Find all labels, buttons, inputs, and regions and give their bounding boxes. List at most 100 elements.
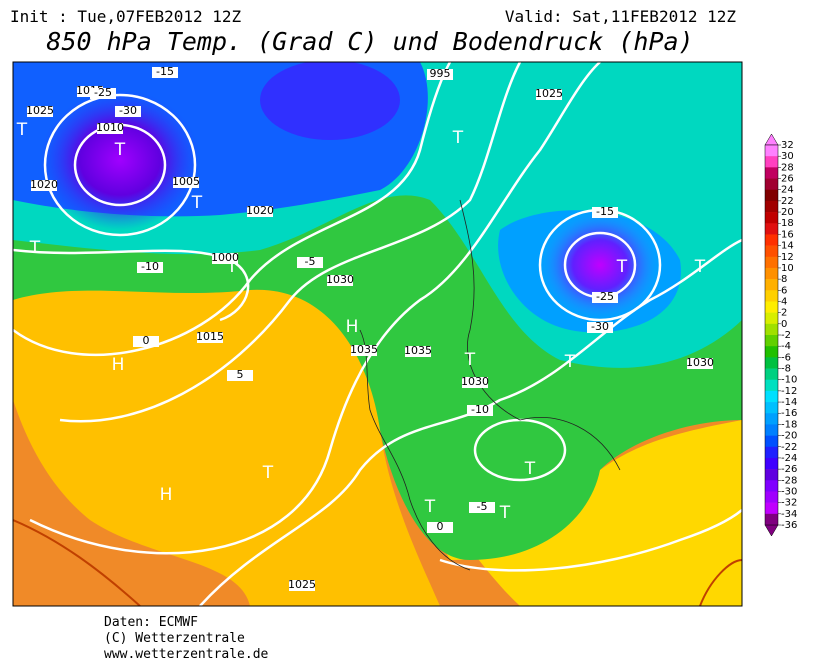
isobar-label: 1035 [350, 343, 378, 356]
colorbar-band [765, 390, 778, 403]
colorbar-band [765, 457, 778, 470]
colorbar-label: -32 [781, 498, 797, 509]
isobar-label-bg [462, 377, 488, 388]
isobar-label: 1030 [686, 356, 714, 369]
pressure-center: H [160, 485, 173, 505]
colorbar-label: -2 [781, 330, 791, 341]
isobar-label: -10 [471, 403, 489, 416]
colorbar-band [765, 290, 778, 302]
colorbar-label: -34 [781, 509, 797, 520]
colorbar-label: -28 [781, 475, 797, 486]
colorbar-label: 28 [781, 162, 794, 173]
pressure-center: T [452, 128, 464, 148]
isotherm [13, 519, 742, 606]
isobar-label-bg [31, 180, 57, 191]
colorbar-label: -14 [781, 397, 797, 408]
isobar-label-bg [587, 322, 613, 333]
isobar-label-bg [90, 88, 116, 99]
pressure-center: H [112, 355, 125, 375]
isobar-label-bg [227, 370, 253, 381]
colorbar-label: 10 [781, 263, 794, 274]
colorbar-band [765, 368, 778, 381]
pressure-center: T [262, 463, 274, 483]
colorbar-label: -36 [781, 520, 797, 531]
colorbar-band [765, 480, 778, 492]
isobar-label-bg [467, 405, 493, 416]
isobar-label: 0 [143, 334, 150, 347]
colorbar-band [765, 312, 778, 325]
isobar-label: 1010 [96, 121, 124, 134]
colorbar-band [765, 469, 778, 481]
colorbar-label: -22 [781, 442, 797, 453]
isobar-label-bg [212, 253, 238, 264]
colorbar-band [765, 413, 778, 425]
colorbar-band [765, 189, 778, 202]
isobar-label-bg [427, 522, 453, 533]
isobar-label: 1030 [461, 375, 489, 388]
colorbar-label: 16 [781, 229, 794, 240]
pressure-center: T [424, 497, 436, 517]
colorbar-label: 22 [781, 196, 794, 207]
pressure-center: T [564, 352, 576, 372]
footer-copyright: (C) Wetterzentrale [104, 631, 245, 646]
isobar-label-bg [115, 106, 141, 117]
pressure-center: H [346, 317, 359, 337]
colorbar-band [765, 379, 778, 392]
pressure-center: T [191, 193, 203, 213]
isobar-label: -10 [141, 260, 159, 273]
colorbar-band [765, 145, 778, 157]
isobar-label-bg [297, 257, 323, 268]
isobar-label: -5 [477, 500, 488, 513]
colorbar-label: -10 [781, 375, 797, 386]
low-west [40, 90, 200, 230]
colorbar-band [765, 502, 778, 515]
colorbar-label: 18 [781, 218, 794, 229]
isobar-label-bg [427, 69, 453, 80]
isobar-label: -25 [94, 86, 112, 99]
isobar-label: 1020 [246, 204, 274, 217]
colorbar-band [765, 323, 778, 336]
colorbar-label: 4 [781, 296, 787, 307]
colorbar-band [765, 513, 778, 526]
footer-source: Daten: ECMWF [104, 615, 198, 630]
init-time: Init : Tue,07FEB2012 12Z [10, 7, 242, 26]
pressure-center: T [694, 257, 706, 277]
colorbar-label: -24 [781, 453, 797, 464]
isobar-label: 1025 [26, 104, 54, 117]
colorbar-band [765, 279, 778, 291]
colorbar-band [765, 335, 778, 347]
colorbar-label: 32 [781, 140, 794, 151]
isobar-label-bg [536, 89, 562, 100]
zone-yellow [13, 287, 440, 606]
isobar-label: 1030 [326, 273, 354, 286]
isobar-label: 1005 [172, 175, 200, 188]
isobar-label-bg [197, 332, 223, 343]
colorbar-label: 30 [781, 151, 794, 162]
colorbar-band [765, 346, 778, 358]
isobar-label: 1015 [196, 330, 224, 343]
colorbar-band [765, 223, 778, 235]
isobar-label-bg [289, 580, 315, 591]
map-title: 850 hPa Temp. (Grad C) und Bodendruck (h… [46, 27, 693, 56]
colorbar-label: -20 [781, 431, 797, 442]
colorbar-band [765, 301, 778, 313]
colorbar-band [765, 256, 778, 269]
zone-yellow-east [380, 420, 742, 606]
isobar-label-bg [152, 67, 178, 78]
colorbar-label: -8 [781, 364, 791, 375]
isobar-label: -30 [591, 320, 609, 333]
colorbar-label: -12 [781, 386, 797, 397]
pressure-center: T [524, 459, 536, 479]
colorbar-label: 12 [781, 252, 794, 263]
colorbar-band [765, 267, 778, 280]
isobar-label: 1035 [404, 344, 432, 357]
colorbar-band [765, 424, 778, 436]
isobar-label: -30 [119, 104, 137, 117]
isobar-label-bg [592, 207, 618, 218]
colorbar-band [765, 212, 778, 224]
colorbar-label: -26 [781, 464, 797, 475]
map [13, 62, 742, 606]
isobar-label: -15 [156, 65, 174, 78]
colorbar-band [765, 357, 778, 369]
